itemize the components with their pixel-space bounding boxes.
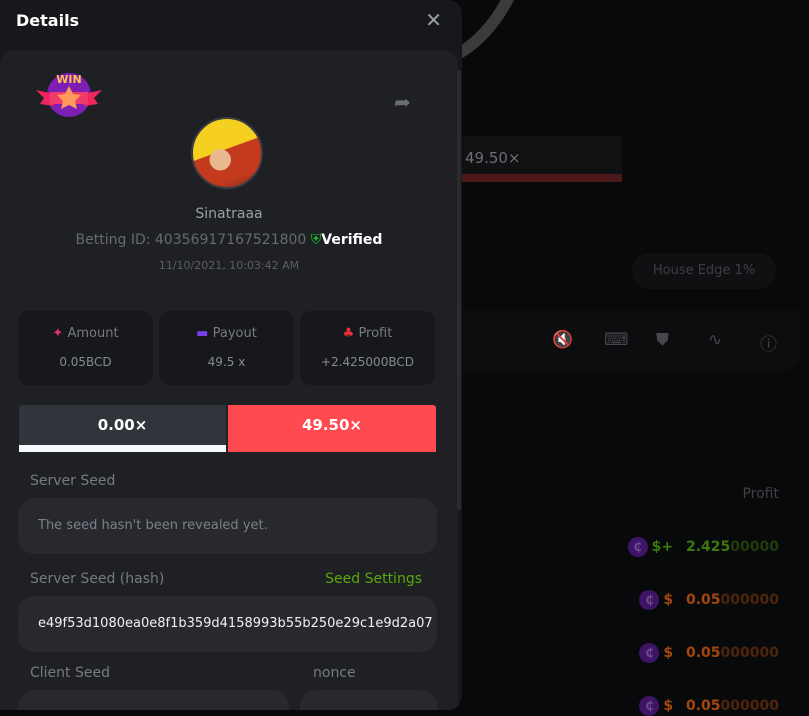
server-seed-field: The seed hasn't been revealed yet. <box>18 498 437 554</box>
game-toolbar: 🔇 ⌨ ⛊ ∿ ⓘ <box>440 310 800 372</box>
stat-payout: ▬ Payout 49.5 x <box>159 311 294 385</box>
profit-row: ₵ $+ 2.425 00000 <box>627 537 779 557</box>
seed-settings-link[interactable]: Seed Settings <box>325 571 422 587</box>
house-edge-badge[interactable]: House Edge 1% <box>632 253 776 289</box>
profit-value: 0.05 <box>686 645 721 661</box>
nonce-field[interactable] <box>300 690 437 710</box>
profit-row: ₵ $ 0.05 000000 <box>639 590 779 610</box>
profit-decimals: 000000 <box>720 592 779 608</box>
result-left: 0.00× <box>19 405 226 452</box>
profit-prefix: $ <box>663 645 674 661</box>
stat-value: 49.5 x <box>207 355 246 369</box>
svg-text:WIN: WIN <box>56 73 81 86</box>
bet-date: 11/10/2021, 10:03:42 AM <box>158 259 300 272</box>
stat-amount: ✦ Amount 0.05BCD <box>18 311 153 385</box>
profit-column-header: Profit <box>742 486 779 502</box>
verified-label: Verified <box>321 232 383 248</box>
sound-off-icon[interactable]: 🔇 <box>552 330 574 350</box>
server-seed-hash-field[interactable]: e49f53d1080ea0e8f1b359d4158993b55b250e29… <box>18 596 437 652</box>
stat-value: +2.425000BCD <box>321 355 414 369</box>
coin-icon: ₵ <box>639 696 660 716</box>
result-right: 49.50× <box>228 405 436 452</box>
betting-id: Betting ID: 40356917167521800 ⛨Verified <box>0 232 458 248</box>
stat-label: Amount <box>67 326 119 341</box>
help-icon[interactable]: ⓘ <box>760 335 777 355</box>
card-icon: ▬ <box>196 326 209 341</box>
avatar[interactable] <box>191 117 263 189</box>
stat-value: 0.05BCD <box>59 355 112 369</box>
profit-value: 0.05 <box>686 698 721 714</box>
profit-prefix: $ <box>663 592 674 608</box>
betting-id-text: Betting ID: 40356917167521800 <box>75 232 307 248</box>
profit-value: 0.05 <box>686 592 721 608</box>
server-seed-hash-label: Server Seed (hash) <box>30 571 165 587</box>
stats-row: ✦ Amount 0.05BCD ▬ Payout 49.5 x ♣ Profit +2.… <box>18 311 435 385</box>
hand-money-icon: ♣ <box>342 326 355 341</box>
client-seed-field[interactable] <box>18 690 289 710</box>
profit-decimals: 000000 <box>720 698 779 714</box>
profit-row: ₵ $ 0.05 000000 <box>639 696 779 716</box>
profit-row: ₵ $ 0.05 000000 <box>639 643 779 663</box>
coin-icon: ₵ <box>639 590 660 610</box>
coins-icon: ✦ <box>52 326 64 341</box>
close-icon[interactable]: ✕ <box>425 8 442 32</box>
nonce-label: nonce <box>313 665 356 681</box>
coin-icon: ₵ <box>639 643 660 663</box>
bg-result-bar: 49.50× <box>440 136 622 182</box>
profit-prefix: $ <box>663 698 674 714</box>
keyboard-icon[interactable]: ⌨ <box>604 330 629 350</box>
modal-title: Details <box>16 11 80 30</box>
result-bar: 0.00× 49.50× <box>19 405 436 452</box>
profit-value: 2.425 <box>685 539 731 555</box>
graph-icon[interactable]: ∿ <box>708 330 723 350</box>
client-seed-label: Client Seed <box>30 665 110 681</box>
result-left-value: 0.00× <box>97 416 148 434</box>
verified-shield-icon: ⛨ <box>310 232 322 248</box>
acorn-icon[interactable]: ⛊ <box>656 330 669 350</box>
profit-prefix: $+ <box>651 539 674 555</box>
stat-label: Payout <box>212 326 257 341</box>
stat-label: Profit <box>358 326 393 341</box>
coin-icon: ₵ <box>627 537 648 557</box>
profit-decimals: 000000 <box>720 645 779 661</box>
server-seed-label: Server Seed <box>30 473 116 489</box>
profit-decimals: 00000 <box>730 539 779 555</box>
win-badge-icon: WIN <box>36 73 102 117</box>
bg-result-value: 49.50× <box>465 149 521 167</box>
share-icon[interactable]: ➦ <box>394 90 411 114</box>
username[interactable]: Sinatraaa <box>195 206 263 222</box>
stat-profit: ♣ Profit +2.425000BCD <box>300 311 435 385</box>
details-modal: Details ✕ WIN ➦ Sinatraaa Betting ID: 40… <box>0 0 462 710</box>
scrollbar[interactable] <box>457 70 461 510</box>
bet-details-card: WIN ➦ Sinatraaa Betting ID: 403569171675… <box>0 50 458 710</box>
